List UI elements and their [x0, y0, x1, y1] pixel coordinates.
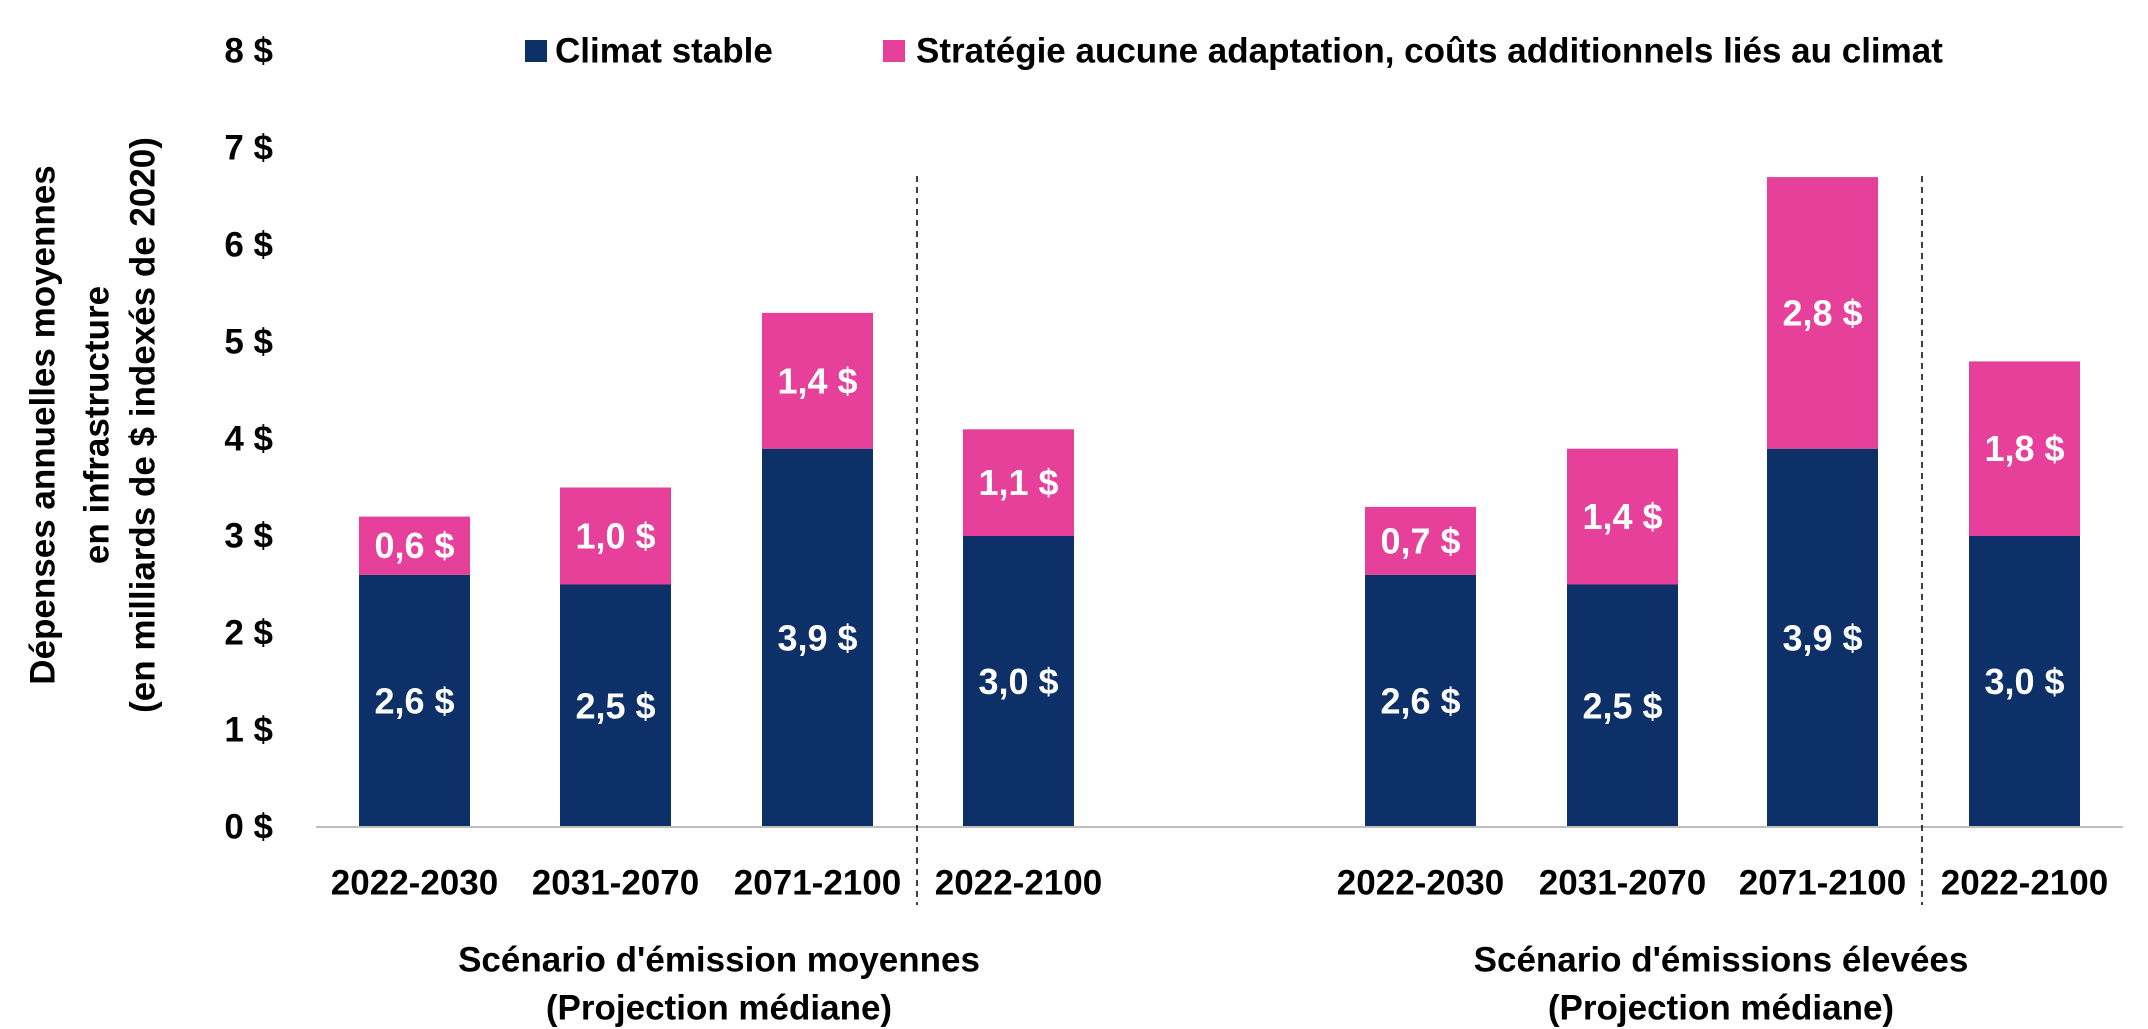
- bars: [359, 177, 2080, 827]
- bar-aucune-adaptation-2: [762, 312, 873, 449]
- data-label-aucune-adaptation-1: 1,0 $: [575, 516, 655, 557]
- data-label-climat-stable-4: 2,6 $: [1380, 680, 1460, 721]
- bar-climat-stable-0: [359, 574, 470, 827]
- group-label-moyennes-line-1: Scénario d'émission moyennes: [458, 941, 980, 980]
- data-label-aucune-adaptation-2: 1,4 $: [777, 360, 857, 401]
- legend-label-aucune-adaptation: Stratégie aucune adaptation, coûts addit…: [916, 32, 1943, 71]
- y-tick-label-0: 0 $: [224, 808, 273, 847]
- x-tick-label-3: 2022-2100: [935, 864, 1102, 903]
- bar-aucune-adaptation-1: [560, 487, 671, 585]
- legend-swatch-climat-stable: [525, 40, 547, 62]
- y-tick-label-6: 6 $: [224, 226, 273, 265]
- x-tick-label-7: 2022-2100: [1941, 864, 2108, 903]
- data-label-aucune-adaptation-7: 1,8 $: [1984, 428, 2064, 469]
- group-label-elevees-line-2: (Projection médiane): [1548, 989, 1894, 1028]
- legend: Climat stable Stratégie aucune adaptatio…: [525, 32, 1943, 71]
- bar-climat-stable-5: [1567, 584, 1678, 827]
- x-tick-label-0: 2022-2030: [331, 864, 498, 903]
- data-label-climat-stable-6: 3,9 $: [1782, 617, 1862, 658]
- data-label-climat-stable-1: 2,5 $: [575, 685, 655, 726]
- group-label-moyennes-line-2: (Projection médiane): [546, 989, 892, 1028]
- data-label-aucune-adaptation-5: 1,4 $: [1582, 496, 1662, 537]
- bar-climat-stable-3: [963, 536, 1074, 827]
- y-axis-tick-labels: 0 $ 1 $ 2 $ 3 $ 4 $ 5 $ 6 $ 7 $ 8 $: [224, 32, 273, 847]
- x-tick-label-5: 2031-2070: [1539, 864, 1706, 903]
- bar-climat-stable-2: [762, 448, 873, 827]
- bar-aucune-adaptation-4: [1365, 506, 1476, 575]
- y-axis-title: Dépenses annuelles moyennes en infrastru…: [24, 137, 163, 713]
- x-axis-tick-labels: 2022-2030 2031-2070 2071-2100 2022-2100 2022…: [331, 864, 2108, 903]
- group-label-elevees: Scénario d'émissions élevées (Projection…: [1474, 941, 1969, 1028]
- data-label-climat-stable-7: 3,0 $: [1984, 661, 2064, 702]
- data-label-aucune-adaptation-0: 0,6 $: [374, 525, 454, 566]
- bar-aucune-adaptation-5: [1567, 448, 1678, 585]
- legend-label-climat-stable: Climat stable: [555, 32, 773, 71]
- data-label-aucune-adaptation-6: 2,8 $: [1782, 292, 1862, 333]
- bar-aucune-adaptation-0: [359, 516, 470, 575]
- data-label-aucune-adaptation-4: 0,7 $: [1380, 520, 1460, 561]
- y-axis-title-line-1: Dépenses annuelles moyennes: [24, 165, 63, 684]
- y-tick-label-7: 7 $: [224, 129, 273, 168]
- bar-climat-stable-1: [560, 584, 671, 827]
- bar-aucune-adaptation-6: [1767, 177, 1878, 449]
- data-label-aucune-adaptation-3: 1,1 $: [978, 462, 1058, 503]
- bar-climat-stable-7: [1969, 536, 2080, 827]
- y-axis-title-line-3: (en milliards de $ indexés de 2020): [124, 137, 163, 713]
- bar-aucune-adaptation-3: [963, 429, 1074, 536]
- data-label-climat-stable-3: 3,0 $: [978, 661, 1058, 702]
- data-label-climat-stable-2: 3,9 $: [777, 617, 857, 658]
- data-label-climat-stable-0: 2,6 $: [374, 680, 454, 721]
- x-tick-label-2: 2071-2100: [734, 864, 901, 903]
- bar-climat-stable-6: [1767, 448, 1878, 827]
- y-tick-label-8: 8 $: [224, 32, 273, 71]
- x-tick-label-1: 2031-2070: [532, 864, 699, 903]
- y-axis-title-line-2: en infrastructure: [78, 286, 117, 564]
- y-tick-label-4: 4 $: [224, 420, 273, 459]
- data-label-climat-stable-5: 2,5 $: [1582, 685, 1662, 726]
- y-tick-label-1: 1 $: [224, 711, 273, 750]
- x-tick-label-6: 2071-2100: [1739, 864, 1906, 903]
- y-tick-label-5: 5 $: [224, 323, 273, 362]
- group-label-moyennes: Scénario d'émission moyennes (Projection…: [458, 941, 980, 1028]
- legend-swatch-aucune-adaptation: [883, 40, 905, 62]
- y-tick-label-2: 2 $: [224, 614, 273, 653]
- y-tick-label-3: 3 $: [224, 517, 273, 556]
- x-tick-label-4: 2022-2030: [1337, 864, 1504, 903]
- bar-aucune-adaptation-7: [1969, 361, 2080, 536]
- data-labels: 2,6 $ 0,6 $ 2,5 $ 1,0 $ 3,9 $ 1,4 $ 3,0 $ 1,1 $…: [374, 292, 2064, 726]
- group-label-elevees-line-1: Scénario d'émissions élevées: [1474, 941, 1969, 980]
- bar-climat-stable-4: [1365, 574, 1476, 827]
